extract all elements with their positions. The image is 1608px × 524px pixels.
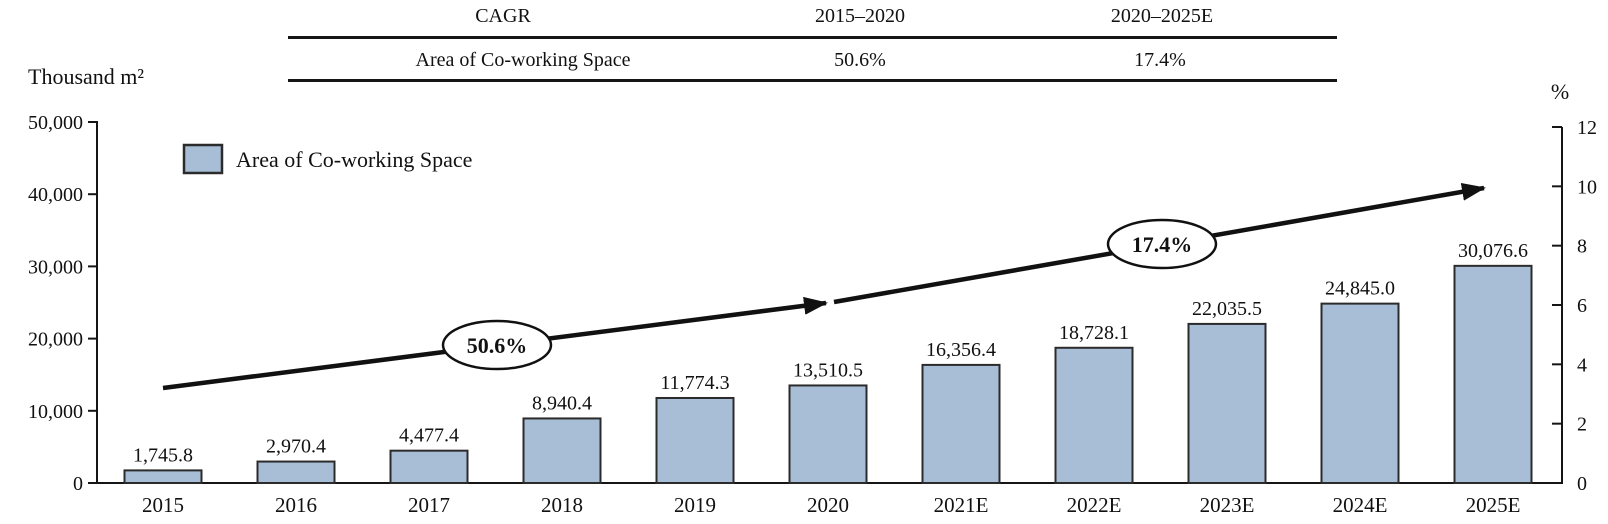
x-tick-label-2025E: 2025E	[1466, 493, 1521, 517]
right-axis-tick-label: 0	[1577, 473, 1587, 495]
cagr-table-header-2020-2025: 2020–2025E	[1110, 5, 1214, 27]
left-axis-tick-label: 0	[73, 473, 83, 495]
bar-2021E	[921, 363, 1001, 485]
bar-2024E	[1320, 302, 1400, 485]
bar-2018	[522, 417, 602, 485]
x-tick-label-2024E: 2024E	[1333, 493, 1388, 517]
x-tick-label-2022E: 2022E	[1067, 493, 1122, 517]
right-axis-tick-label: 4	[1577, 354, 1587, 376]
bar-value-label-2017: 4,477.4	[399, 425, 459, 447]
bar-value-label-2018: 8,940.4	[532, 392, 592, 414]
bar-value-label-2023E: 22,035.5	[1192, 298, 1262, 320]
right-axis-tick-label: 6	[1577, 295, 1587, 317]
bar-value-label-2025E: 30,076.6	[1458, 240, 1528, 262]
cagr-table-header-metric: CAGR	[475, 5, 531, 27]
bar-value-label-2020: 13,510.5	[793, 359, 863, 381]
x-tick-label-2023E: 2023E	[1200, 493, 1255, 517]
bar-2023E	[1187, 322, 1267, 484]
bar-2022E	[1054, 346, 1134, 484]
bar-2015	[123, 469, 203, 485]
cagr-bubble-label-2015-2020: 50.6%	[467, 333, 528, 358]
right-axis-title: %	[1551, 79, 1569, 104]
right-axis-tick-label: 10	[1577, 176, 1597, 198]
bar-2016	[256, 460, 336, 484]
bar-value-label-2024E: 24,845.0	[1325, 278, 1395, 300]
cagr-bubble-2015-2020	[441, 319, 553, 371]
bar-2020	[788, 384, 868, 484]
bar-value-label-2016: 2,970.4	[266, 436, 326, 458]
bar-value-label-2022E: 18,728.1	[1059, 322, 1129, 344]
cagr-table-rule-top	[288, 36, 1337, 39]
cagr-bubble-2020-2025	[1106, 218, 1218, 270]
bar-value-label-2019: 11,774.3	[660, 372, 729, 394]
bar-2019	[655, 396, 735, 485]
x-tick-label-2015: 2015	[142, 493, 184, 517]
x-tick-label-2021E: 2021E	[934, 493, 989, 517]
x-tick-label-2017: 2017	[408, 493, 450, 517]
right-axis-tick-label: 2	[1577, 414, 1587, 436]
right-axis-tick-label: 8	[1577, 236, 1587, 258]
cagr-table-value-2020-2025: 17.4%	[1134, 49, 1186, 71]
bar-2017	[389, 449, 469, 485]
bar-value-label-2015: 1,745.8	[133, 444, 193, 466]
x-tick-label-2016: 2016	[275, 493, 317, 517]
left-axis-tick-label: 50,000	[28, 112, 83, 134]
left-axis-tick-label: 30,000	[28, 256, 83, 278]
generated-chart-elements: 50,00040,00030,00020,00010,0000121086420…	[28, 112, 1597, 517]
cagr-bubble-label-2020-2025: 17.4%	[1132, 232, 1193, 257]
x-tick-label-2018: 2018	[541, 493, 583, 517]
legend-label: Area of Co-working Space	[236, 147, 472, 172]
bar-2025E	[1453, 264, 1533, 484]
legend-swatch	[182, 143, 224, 175]
bar-value-label-2021E: 16,356.4	[926, 339, 996, 361]
left-axis-title: Thousand m²	[28, 64, 144, 89]
x-tick-label-2020: 2020	[807, 493, 849, 517]
x-tick-label-2019: 2019	[674, 493, 716, 517]
left-axis-tick-label: 40,000	[28, 184, 83, 206]
left-axis-tick-label: 10,000	[28, 401, 83, 423]
cagr-table-rule-bottom	[288, 79, 1337, 82]
right-axis-tick-label: 12	[1577, 117, 1597, 139]
cagr-table-header-2015-2020: 2015–2020	[815, 5, 905, 27]
cagr-table-row-label: Area of Co-working Space	[415, 49, 631, 71]
left-axis-tick-label: 20,000	[28, 329, 83, 351]
cagr-table-value-2015-2020: 50.6%	[834, 49, 886, 71]
